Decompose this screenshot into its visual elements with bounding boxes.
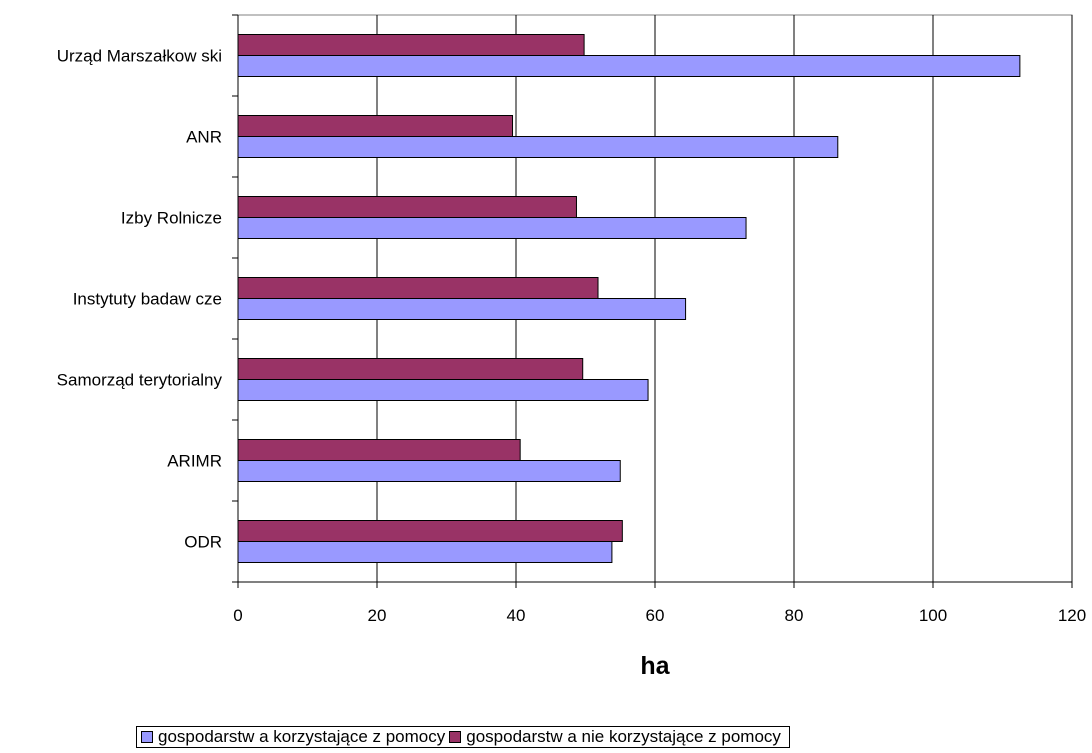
category-label: Izby Rolnicze xyxy=(121,209,222,228)
tick-labels: 0 20 40 60 80 100 120 xyxy=(233,606,1086,625)
x-tick-label: 80 xyxy=(785,606,804,625)
category-labels: Urząd Marszałkow ski ANR Izby Rolnicze Inst… xyxy=(57,47,223,552)
x-tick-label: 20 xyxy=(368,606,387,625)
legend-label-series-1: gospodarstw a korzystające z pomocy xyxy=(158,727,446,746)
bar-series-1 xyxy=(237,379,649,401)
category-label: ANR xyxy=(186,128,222,147)
bar-series-2 xyxy=(237,439,521,461)
bar-series-1 xyxy=(237,460,621,482)
bar-series-1 xyxy=(237,541,613,563)
bar-chart: Urząd Marszałkow ski ANR Izby Rolnicze Inst… xyxy=(57,14,1086,680)
bar-series-1 xyxy=(237,136,839,158)
x-tick-label: 40 xyxy=(507,606,526,625)
category-label: Instytuty badaw cze xyxy=(73,290,222,309)
bar-series-2 xyxy=(237,196,577,218)
legend-item-series-1: gospodarstw a korzystające z pomocy xyxy=(141,727,445,747)
category-label: Urząd Marszałkow ski xyxy=(57,47,222,66)
category-label: ARIMR xyxy=(167,452,222,471)
bar-series-1 xyxy=(237,217,747,239)
legend-swatch-series-2 xyxy=(449,731,462,743)
x-tick-label: 60 xyxy=(646,606,665,625)
bars xyxy=(237,34,1021,563)
legend: gospodarstw a korzystające z pomocy gosp… xyxy=(136,726,790,748)
bar-series-1 xyxy=(237,298,687,320)
legend-item-series-2: gospodarstw a nie korzystające z pomocy xyxy=(449,727,781,747)
x-tick-label: 100 xyxy=(919,606,947,625)
x-tick-label: 0 xyxy=(233,606,242,625)
x-axis-title: ha xyxy=(640,652,670,680)
x-tick-label: 120 xyxy=(1058,606,1086,625)
bar-series-1 xyxy=(237,55,1021,77)
bar-series-2 xyxy=(237,358,584,380)
bar-series-2 xyxy=(237,115,514,137)
category-label: ODR xyxy=(184,533,222,552)
bar-series-2 xyxy=(237,34,585,56)
legend-label-series-2: gospodarstw a nie korzystające z pomocy xyxy=(466,727,781,746)
bar-series-2 xyxy=(237,277,599,299)
legend-swatch-series-1 xyxy=(141,731,153,743)
axes xyxy=(232,14,1073,588)
category-label: Samorząd terytorialny xyxy=(57,371,223,390)
bar-series-2 xyxy=(237,520,623,542)
